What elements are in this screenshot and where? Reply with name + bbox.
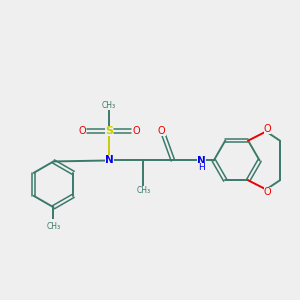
Text: O: O xyxy=(132,126,140,136)
Text: S: S xyxy=(105,126,113,136)
Text: CH₃: CH₃ xyxy=(102,101,116,110)
Text: N: N xyxy=(105,155,113,166)
Text: O: O xyxy=(79,126,86,136)
Text: CH₃: CH₃ xyxy=(46,222,61,231)
Text: H: H xyxy=(198,163,204,172)
Text: O: O xyxy=(264,124,271,134)
Text: O: O xyxy=(158,126,166,136)
Text: O: O xyxy=(264,187,271,197)
Text: CH₃: CH₃ xyxy=(136,186,151,195)
Text: N: N xyxy=(197,156,206,166)
